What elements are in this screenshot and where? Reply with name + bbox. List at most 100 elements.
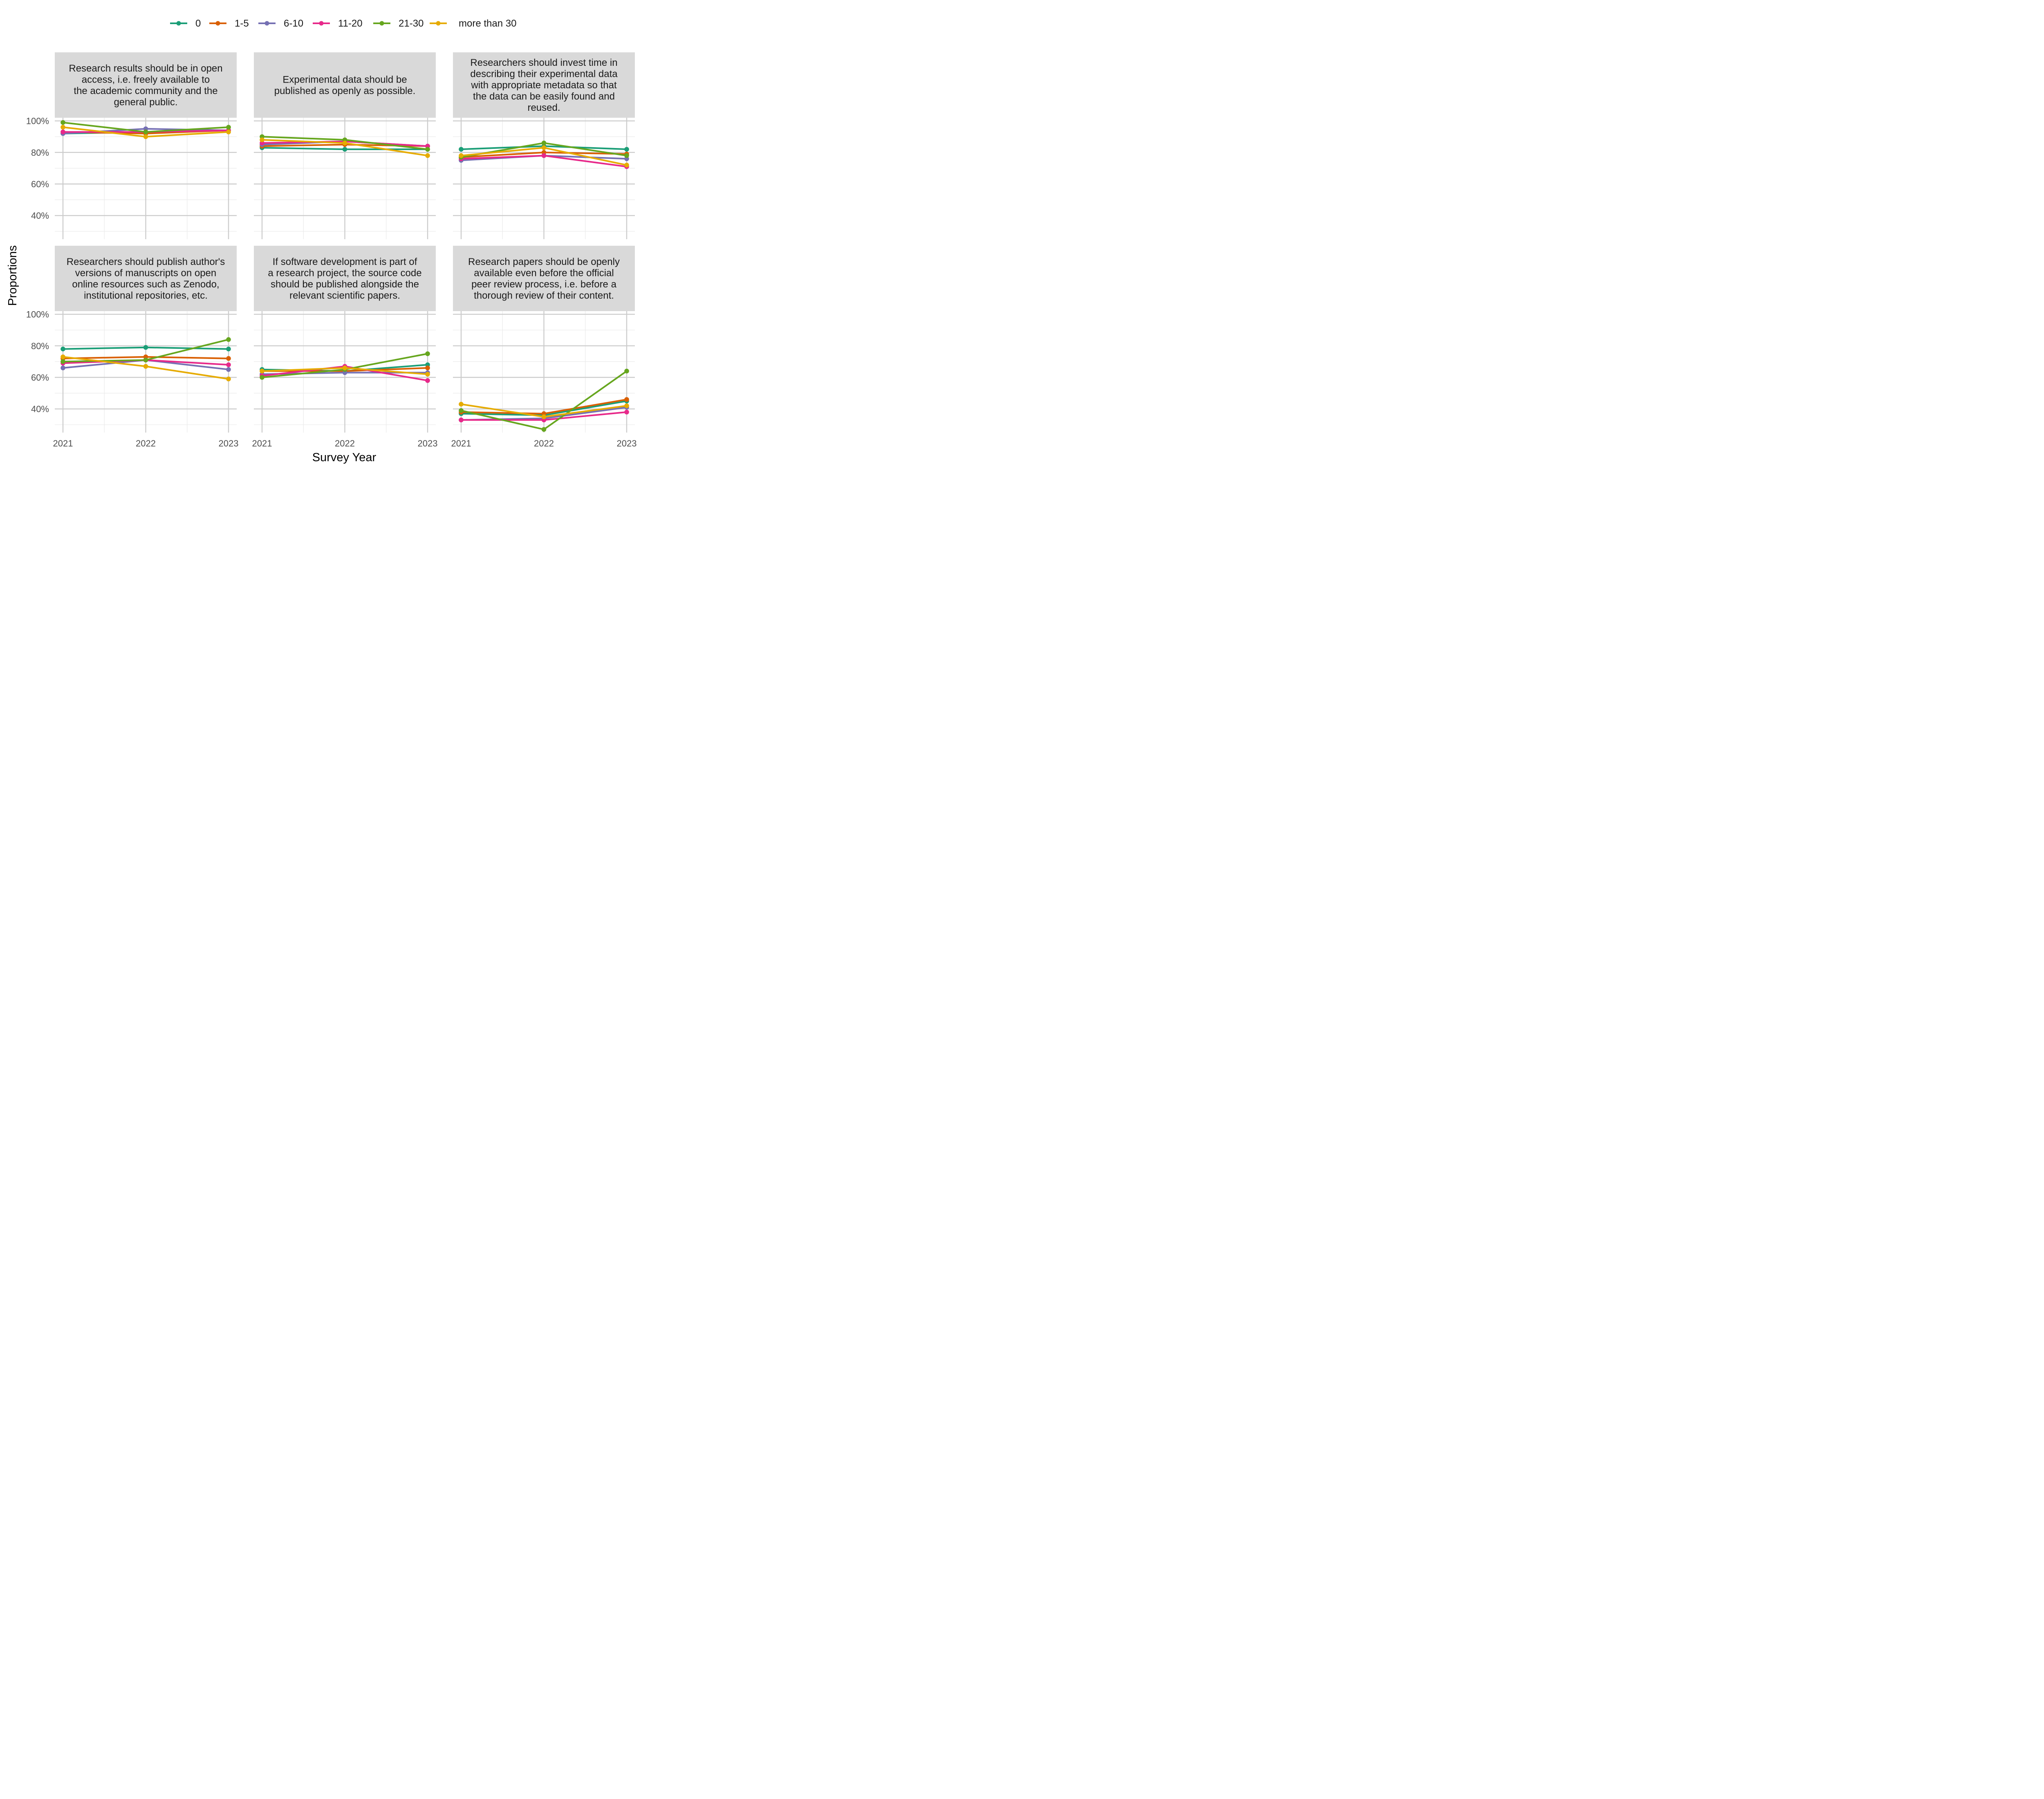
facet-title-line: Research papers should be openly <box>468 256 620 267</box>
data-point <box>61 346 65 352</box>
series-more-than-30 <box>61 125 231 139</box>
data-point <box>61 125 65 130</box>
facet-title-line: thorough review of their content. <box>474 290 614 301</box>
data-point <box>226 356 231 361</box>
data-point <box>342 140 347 146</box>
facet-title-line: online resources such as Zenodo, <box>72 279 219 290</box>
y-tick-label: 80% <box>31 341 49 351</box>
facet-title-line: a research project, the source code <box>268 267 421 278</box>
data-point <box>143 357 148 363</box>
legend-key-point <box>379 21 384 26</box>
facet-title-line: reused. <box>527 102 560 113</box>
data-point <box>61 366 65 370</box>
legend-item-21-30: 21-30 <box>373 18 424 29</box>
legend-label: 1-5 <box>235 18 249 29</box>
legend-item-1-5: 1-5 <box>209 18 249 29</box>
faceted-line-chart: 0 1-5 6-10 11-20 21-30 more than 30 Research r… <box>0 0 640 469</box>
facet-title-line: available even before the official <box>474 267 614 278</box>
data-point <box>459 402 464 407</box>
series-21-30 <box>61 337 231 364</box>
data-point <box>541 145 547 150</box>
series-more-than-30 <box>260 366 430 377</box>
data-point <box>342 366 347 370</box>
facet-title-line: describing their experimental data <box>470 69 618 80</box>
x-axis-title: Survey Year <box>312 451 377 464</box>
facet-title-line: general public. <box>114 96 177 108</box>
data-point <box>459 147 464 152</box>
facet-title-line: Researchers should publish author's <box>67 256 225 267</box>
legend-label: 0 <box>195 18 201 29</box>
legend-label: 21-30 <box>399 18 424 29</box>
facet-strip <box>254 52 436 118</box>
facet-panel-3: Researchers should invest time indescrib… <box>453 52 635 239</box>
data-point <box>624 410 629 415</box>
series-0 <box>61 345 231 352</box>
data-point <box>425 153 430 158</box>
facet-panel-5: If software development is part ofa rese… <box>252 246 438 449</box>
y-tick-label: 40% <box>31 211 49 221</box>
facet-title-line: institutional repositories, etc. <box>84 290 208 301</box>
data-point <box>425 378 430 383</box>
data-point <box>61 354 65 359</box>
facet-panel-4: Researchers should publish author'sversi… <box>26 246 238 449</box>
data-point <box>61 129 65 135</box>
facet-title-line: the data can be easily found and <box>473 91 615 102</box>
data-point <box>541 414 547 419</box>
y-tick-label: 100% <box>26 310 49 320</box>
facet-title-line: Experimental data should be <box>282 74 407 85</box>
facet-title-line: published as openly as possible. <box>274 85 416 96</box>
data-point <box>425 147 430 152</box>
data-point <box>425 351 430 356</box>
legend-key-point <box>176 21 181 26</box>
legend-label: 6-10 <box>284 18 303 29</box>
data-point <box>143 134 148 139</box>
series-more-than-30 <box>459 402 629 419</box>
x-tick-label: 2023 <box>418 438 438 449</box>
facet-title-line: should be published alongside the <box>271 279 419 290</box>
data-point <box>226 377 231 381</box>
series-more-than-30 <box>260 137 430 158</box>
data-point <box>143 364 148 369</box>
series-21-30 <box>61 120 231 135</box>
series-21-30 <box>459 368 629 432</box>
x-tick-label: 2022 <box>136 438 156 449</box>
data-point <box>624 397 629 402</box>
data-point <box>624 153 629 158</box>
facet-title-line: the academic community and the <box>74 85 217 96</box>
facet-strip <box>453 52 635 118</box>
facet-title-line: Research results should be in open <box>69 63 222 74</box>
data-point <box>624 147 629 152</box>
x-tick-label: 2021 <box>451 438 471 449</box>
y-tick-label: 100% <box>26 116 49 126</box>
series-more-than-30 <box>459 145 629 168</box>
data-point <box>541 140 547 146</box>
y-tick-label: 60% <box>31 372 49 383</box>
facet-title-line: If software development is part of <box>273 256 417 267</box>
facet-title-line: peer review process, i.e. before a <box>471 279 616 290</box>
y-tick-label: 60% <box>31 179 49 189</box>
data-point <box>624 403 629 408</box>
data-point <box>342 147 347 152</box>
x-tick-label: 2022 <box>335 438 355 449</box>
legend-key-point <box>319 21 324 26</box>
y-axis-title: Proportions <box>6 245 19 306</box>
data-point <box>226 367 231 372</box>
data-point <box>226 362 231 367</box>
facet-title-line: access, i.e. freely available to <box>82 74 210 85</box>
data-point <box>226 129 231 135</box>
data-point <box>61 359 65 364</box>
legend-key-point <box>436 21 441 26</box>
data-point <box>143 345 148 350</box>
chart-canvas: 0 1-5 6-10 11-20 21-30 more than 30 Research r… <box>6 18 637 464</box>
legend-key-point <box>264 21 269 26</box>
facet-title-line: relevant scientific papers. <box>289 290 400 301</box>
facet-strip <box>55 246 237 311</box>
facet-strip <box>453 246 635 311</box>
x-tick-label: 2021 <box>252 438 272 449</box>
legend-item-more-than-30: more than 30 <box>430 18 516 29</box>
data-point <box>624 368 629 374</box>
x-tick-label: 2022 <box>534 438 554 449</box>
data-point <box>226 125 231 130</box>
series-11-20 <box>459 410 629 422</box>
